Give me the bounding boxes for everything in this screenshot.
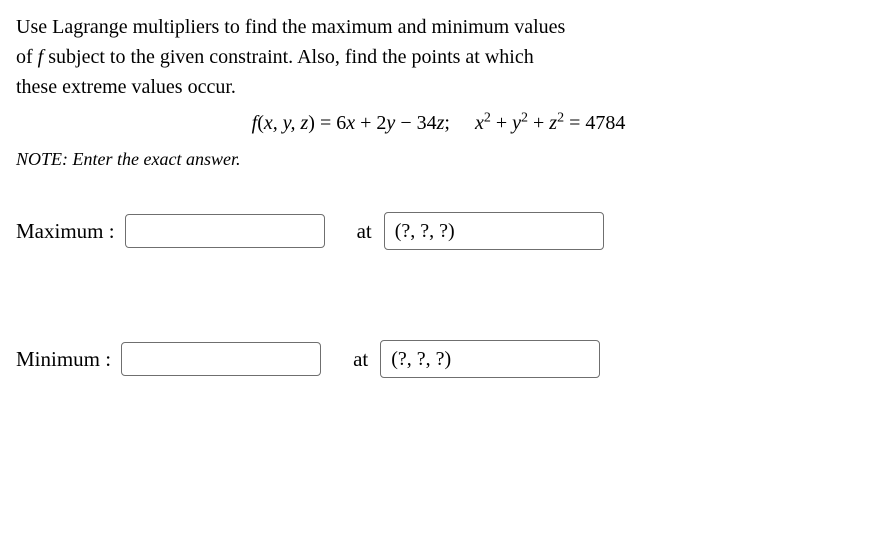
problem-line-2-prefix: of bbox=[16, 46, 38, 68]
eq-minus34: − 34 bbox=[395, 112, 436, 134]
con-z: z bbox=[549, 112, 557, 134]
con-sq1: 2 bbox=[484, 110, 491, 125]
min-at-label: at bbox=[353, 347, 368, 372]
maximum-point-input[interactable]: (?, ?, ?) bbox=[384, 212, 604, 250]
eq-vars: x, y, z bbox=[264, 112, 308, 134]
eq-x: x bbox=[346, 112, 355, 134]
eq-open: ( bbox=[257, 112, 264, 134]
min-point-placeholder: (?, ?, ?) bbox=[391, 348, 451, 371]
minimum-value-input[interactable] bbox=[121, 342, 321, 376]
note-line: NOTE: Enter the exact answer. bbox=[16, 149, 861, 170]
problem-line-2-suffix: subject to the given constraint. Also, f… bbox=[43, 46, 533, 68]
con-y: y bbox=[512, 112, 521, 134]
problem-line-3: these extreme values occur. bbox=[16, 76, 236, 98]
maximum-value-input[interactable] bbox=[125, 214, 325, 248]
problem-line-1: Use Lagrange multipliers to find the max… bbox=[16, 16, 565, 38]
minimum-row: Minimum : at (?, ?, ?) bbox=[16, 340, 861, 378]
con-x: x bbox=[475, 112, 484, 134]
con-eq: = 4784 bbox=[564, 112, 625, 134]
con-sq2: 2 bbox=[521, 110, 528, 125]
equation-line: f(x, y, z) = 6x + 2y − 34z; x2 + y2 + z2… bbox=[16, 112, 861, 135]
problem-statement: Use Lagrange multipliers to find the max… bbox=[16, 12, 861, 102]
max-point-placeholder: (?, ?, ?) bbox=[395, 220, 455, 243]
max-at-label: at bbox=[357, 219, 372, 244]
minimum-label: Minimum : bbox=[16, 347, 111, 372]
maximum-label: Maximum : bbox=[16, 219, 115, 244]
con-plus2: + bbox=[528, 112, 549, 134]
eq-y: y bbox=[386, 112, 395, 134]
eq-plus2: + 2 bbox=[355, 112, 386, 134]
maximum-row: Maximum : at (?, ?, ?) bbox=[16, 212, 861, 250]
eq-semi: ; bbox=[444, 112, 450, 134]
minimum-point-input[interactable]: (?, ?, ?) bbox=[380, 340, 600, 378]
con-plus1: + bbox=[491, 112, 512, 134]
eq-6: 6 bbox=[336, 112, 346, 134]
eq-close-eq: ) = bbox=[308, 112, 336, 134]
